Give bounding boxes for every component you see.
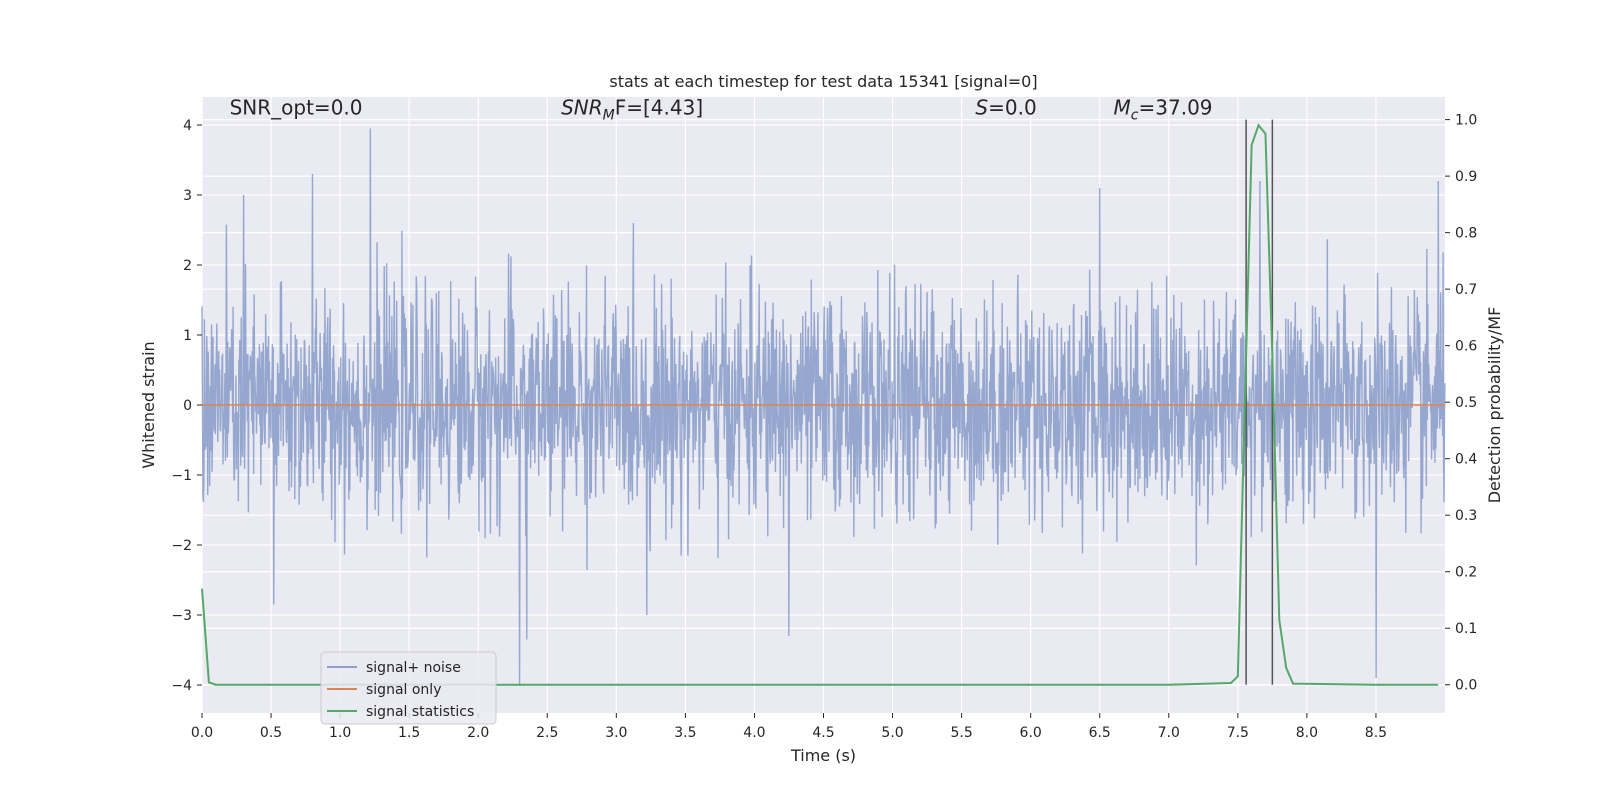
vertical-markers xyxy=(1245,119,1274,685)
legend-box xyxy=(320,651,497,725)
x-tick-label: 3.5 xyxy=(674,725,696,741)
x-tick-label: 6.5 xyxy=(1089,725,1111,741)
legend-entry: signal only xyxy=(366,682,441,698)
y-right-tick-label: 0.2 xyxy=(1455,565,1477,581)
annotations: SNR_opt=0.0 SNRMF=[4.43] S=0.0 Mc=37.09 xyxy=(230,96,1213,124)
x-tick-label: 0.0 xyxy=(191,725,213,741)
x-tick-label: 4.0 xyxy=(743,725,765,741)
y-right-tick-label: 0.3 xyxy=(1455,508,1477,524)
annotation-snr-opt: SNR_opt=0.0 xyxy=(230,96,363,120)
x-tick-label: 7.0 xyxy=(1158,725,1180,741)
series-signal-noise xyxy=(201,128,1446,686)
y-axis-label-left: Whitened strain xyxy=(139,341,158,468)
x-tick-label: 1.0 xyxy=(329,725,351,741)
x-tick-label: 0.5 xyxy=(260,725,282,741)
y-axis-label-right: Detection probability/MF xyxy=(1485,307,1504,504)
y-right-tick-label: 0.0 xyxy=(1455,678,1477,694)
x-tick-label: 3.0 xyxy=(605,725,627,741)
legend: signal+ noise signal only signal statistic… xyxy=(320,651,497,725)
x-tick-label: 1.5 xyxy=(398,725,420,741)
y-left-tick-label: 4 xyxy=(183,118,192,134)
x-axis-label: Time (s) xyxy=(790,746,856,765)
y-left-tick-label: 2 xyxy=(183,258,192,274)
y-right-tick-label: 0.5 xyxy=(1455,395,1477,411)
x-tick-label: 2.5 xyxy=(536,725,558,741)
x-tick-label: 8.0 xyxy=(1296,725,1318,741)
x-tick-label: 2.0 xyxy=(467,725,489,741)
annotation-chirp-mass: Mc=37.09 xyxy=(1114,96,1213,124)
y-right-tick-label: 0.7 xyxy=(1455,282,1477,298)
x-tick-label: 7.5 xyxy=(1227,725,1249,741)
signal-noise-line xyxy=(201,128,1446,686)
y-right-tick-label: 0.4 xyxy=(1455,452,1477,468)
annotation-snr-mf: SNRMF=[4.43] xyxy=(561,96,703,124)
x-tick-label: 8.5 xyxy=(1365,725,1387,741)
x-tick-label: 4.5 xyxy=(812,725,834,741)
legend-entry: signal statistics xyxy=(366,704,474,720)
annotation-s-stat: S=0.0 xyxy=(975,96,1036,120)
legend-entry: signal+ noise xyxy=(366,660,461,676)
axis-ticks: 0.0 0.5 1.0 1.5 2.0 2.5 3.0 3.5 4.0 4.5 5.0 5.5 6.0 6… xyxy=(171,113,1477,741)
y-left-tick-label: −3 xyxy=(171,608,192,624)
y-right-tick-label: 0.9 xyxy=(1455,169,1477,185)
y-left-tick-label: 0 xyxy=(183,398,192,414)
x-tick-label: 5.0 xyxy=(881,725,903,741)
y-left-tick-label: −4 xyxy=(171,678,192,694)
y-right-tick-label: 1.0 xyxy=(1455,113,1477,129)
y-left-tick-label: 1 xyxy=(183,328,192,344)
y-left-tick-label: 3 xyxy=(183,188,192,204)
chart-title: stats at each timestep for test data 153… xyxy=(609,72,1037,91)
x-tick-label: 5.5 xyxy=(950,725,972,741)
x-tick-label: 6.0 xyxy=(1020,725,1042,741)
y-right-tick-label: 0.6 xyxy=(1455,339,1477,355)
y-right-tick-label: 0.8 xyxy=(1455,226,1477,242)
y-right-tick-label: 0.1 xyxy=(1455,621,1477,637)
y-left-tick-label: −2 xyxy=(171,538,192,554)
y-left-tick-label: −1 xyxy=(171,468,192,484)
